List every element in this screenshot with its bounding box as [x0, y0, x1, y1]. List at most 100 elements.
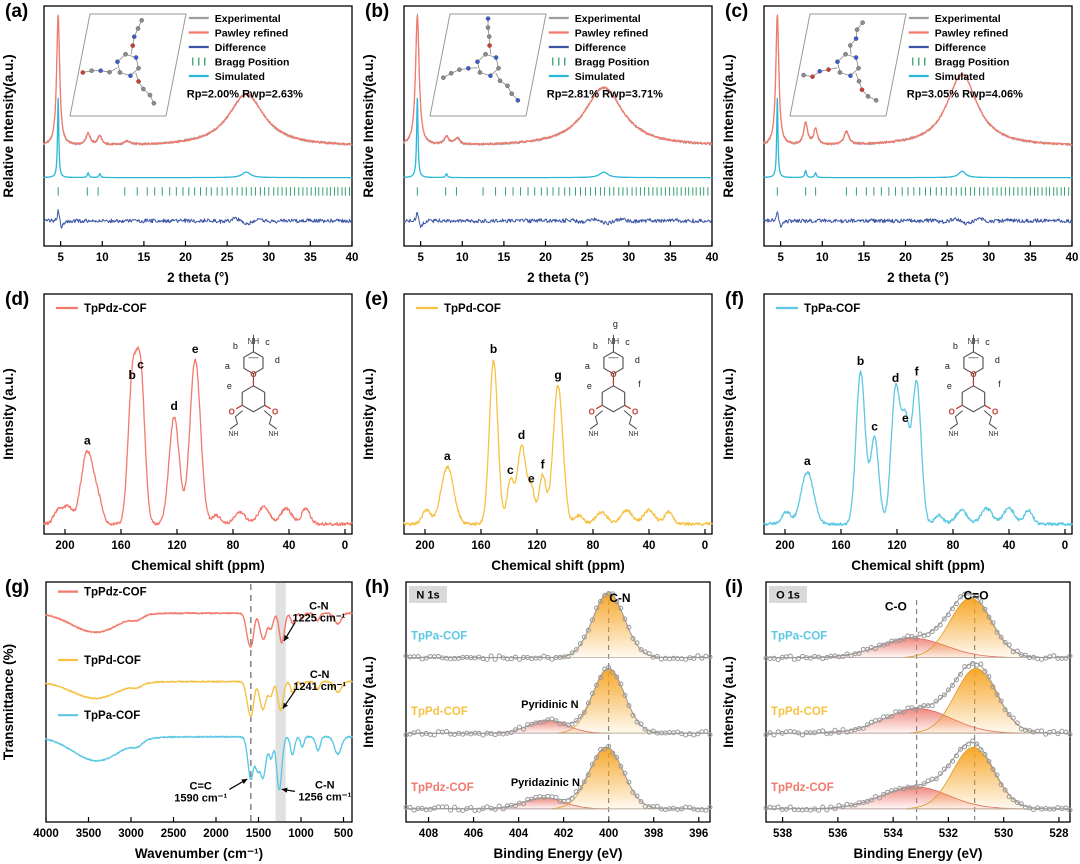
svg-text:d: d — [995, 355, 1000, 365]
panel-label-a: (a) — [5, 1, 29, 22]
svg-text:a: a — [225, 361, 230, 371]
unit-cell-inset — [429, 13, 547, 117]
svg-text:c: c — [871, 420, 878, 434]
svg-text:160: 160 — [471, 540, 490, 552]
svg-text:200: 200 — [55, 540, 74, 552]
panel-label-f: (f) — [725, 289, 744, 310]
svg-text:Intensity (a.u.): Intensity (a.u.) — [361, 656, 376, 748]
xrd-traces — [763, 14, 1073, 228]
svg-text:4000: 4000 — [33, 828, 59, 840]
svg-text:120: 120 — [167, 540, 186, 552]
xps-spectrum: TpPa-COF — [763, 590, 1073, 663]
svg-text:35: 35 — [1024, 252, 1037, 264]
ftir-plot-g: 4000 3500 3000 2500 2000 1500 1000 500 Wavenumbe… — [1, 581, 353, 861]
svg-text:40: 40 — [1003, 540, 1016, 552]
panel-d-nmr: (d) 200 160 120 80 40 0 Chemical shift (ppm) In… — [0, 288, 360, 576]
svg-text:O: O — [610, 370, 616, 379]
svg-text:40: 40 — [283, 540, 296, 552]
svg-text:Bragg Position: Bragg Position — [215, 57, 290, 69]
panel-f-nmr: (f) 200 160 120 80 40 0 Chemical shift (ppm) In… — [720, 288, 1080, 576]
svg-text:g: g — [613, 319, 618, 329]
svg-text:e: e — [192, 342, 199, 356]
axes: 5 10 15 20 25 30 35 40 2 theta (°) Relative Inten… — [1, 5, 358, 285]
bragg-positions — [57, 187, 351, 196]
svg-text:25: 25 — [221, 252, 234, 264]
svg-text:20: 20 — [539, 252, 552, 264]
svg-text:TpPd-COF: TpPd-COF — [411, 706, 468, 718]
svg-text:80: 80 — [587, 540, 600, 552]
svg-text:Chemical shift (ppm): Chemical shift (ppm) — [491, 558, 625, 573]
svg-text:b: b — [953, 341, 958, 351]
svg-text:0: 0 — [1062, 540, 1068, 552]
region-tag: N 1s — [409, 586, 447, 603]
svg-text:e: e — [227, 381, 232, 391]
svg-text:e: e — [902, 411, 909, 425]
panel-label-c: (c) — [725, 1, 749, 22]
legend: Experimental Pawley refined Difference Brag… — [908, 13, 1010, 83]
svg-text:Pyridazinic N: Pyridazinic N — [511, 777, 580, 789]
highlight-band — [275, 583, 286, 821]
legend: TpPdz-COF — [58, 587, 147, 599]
svg-text:NH: NH — [228, 431, 238, 438]
xps-spectrum: TpPdz-COF Pyridazinic N — [403, 743, 713, 814]
legend: TpPa-COF — [776, 303, 860, 315]
svg-text:TpPdz-COF: TpPdz-COF — [411, 782, 474, 794]
svg-text:1256 cm⁻¹: 1256 cm⁻¹ — [298, 791, 351, 803]
axes: 5 10 15 20 25 30 35 40 2 theta (°) Relative Inten… — [361, 5, 718, 285]
nmr-trace — [403, 359, 713, 527]
svg-text:Pawley refined: Pawley refined — [215, 28, 289, 40]
svg-text:Rp=2.00% Rwp=2.63%: Rp=2.00% Rwp=2.63% — [187, 89, 303, 101]
svg-text:40: 40 — [643, 540, 656, 552]
svg-text:d: d — [171, 399, 178, 413]
xps-spectrum: TpPa-COF — [403, 591, 713, 662]
svg-text:N 1s: N 1s — [416, 590, 439, 602]
panel-label-b: (b) — [365, 1, 390, 22]
svg-text:15: 15 — [857, 252, 870, 264]
svg-text:Bragg Position: Bragg Position — [935, 57, 1010, 69]
svg-text:534: 534 — [884, 828, 904, 840]
svg-text:O: O — [272, 407, 278, 416]
svg-text:2 theta (°): 2 theta (°) — [527, 270, 589, 285]
bragg-positions — [776, 187, 1070, 196]
svg-text:TpPa-COF: TpPa-COF — [411, 631, 467, 643]
svg-text:1241 cm⁻¹: 1241 cm⁻¹ — [293, 681, 346, 693]
peak-labels: a b c d e f — [804, 354, 920, 468]
svg-text:20: 20 — [899, 252, 912, 264]
svg-text:Pawley refined: Pawley refined — [935, 28, 1009, 40]
svg-text:10: 10 — [96, 252, 109, 264]
svg-text:TpPd-COF: TpPd-COF — [444, 303, 501, 315]
pxrd-plot-a: 5 10 15 20 25 30 35 40 2 theta (°) Relative Inten… — [1, 5, 358, 285]
svg-text:Difference: Difference — [215, 42, 267, 54]
svg-text:Intensity (a.u.): Intensity (a.u.) — [721, 368, 736, 460]
svg-text:Simulated: Simulated — [575, 71, 625, 83]
region-tag: O 1s — [769, 586, 807, 603]
svg-text:Simulated: Simulated — [935, 71, 985, 83]
ftir-trace — [45, 611, 353, 648]
svg-text:80: 80 — [227, 540, 240, 552]
svg-text:b: b — [129, 368, 136, 382]
svg-text:1500: 1500 — [246, 828, 272, 840]
svg-text:35: 35 — [664, 252, 677, 264]
panel-label-h: (h) — [365, 577, 390, 598]
svg-text:408: 408 — [419, 828, 439, 840]
svg-text:C-N: C-N — [609, 591, 630, 605]
panel-e-nmr: (e) 200 160 120 80 40 0 Chemical shift (ppm) In… — [360, 288, 720, 576]
svg-text:a: a — [804, 454, 811, 468]
svg-text:2 theta (°): 2 theta (°) — [167, 270, 229, 285]
svg-text:Pyridinic N: Pyridinic N — [521, 699, 579, 711]
svg-text:NH: NH — [988, 431, 998, 438]
svg-text:e: e — [528, 471, 535, 485]
xps-o1s-plot-i: 538 536 534 532 530 528 Binding Energy (eV) Int… — [721, 581, 1073, 861]
svg-text:e: e — [947, 381, 952, 391]
svg-text:30: 30 — [262, 252, 275, 264]
svg-text:80: 80 — [947, 540, 960, 552]
svg-text:1000: 1000 — [288, 828, 314, 840]
panel-b-pxrd: (b) 5 10 15 20 25 30 35 40 2 theta (°) Relative I… — [360, 0, 720, 288]
svg-text:Experimental: Experimental — [935, 13, 1001, 25]
svg-text:a: a — [444, 449, 451, 463]
svg-text:TpPdz-COF: TpPdz-COF — [84, 587, 147, 599]
pxrd-plot-c: 5 10 15 20 25 30 35 40 2 theta (°) Relative Inten… — [721, 5, 1078, 285]
